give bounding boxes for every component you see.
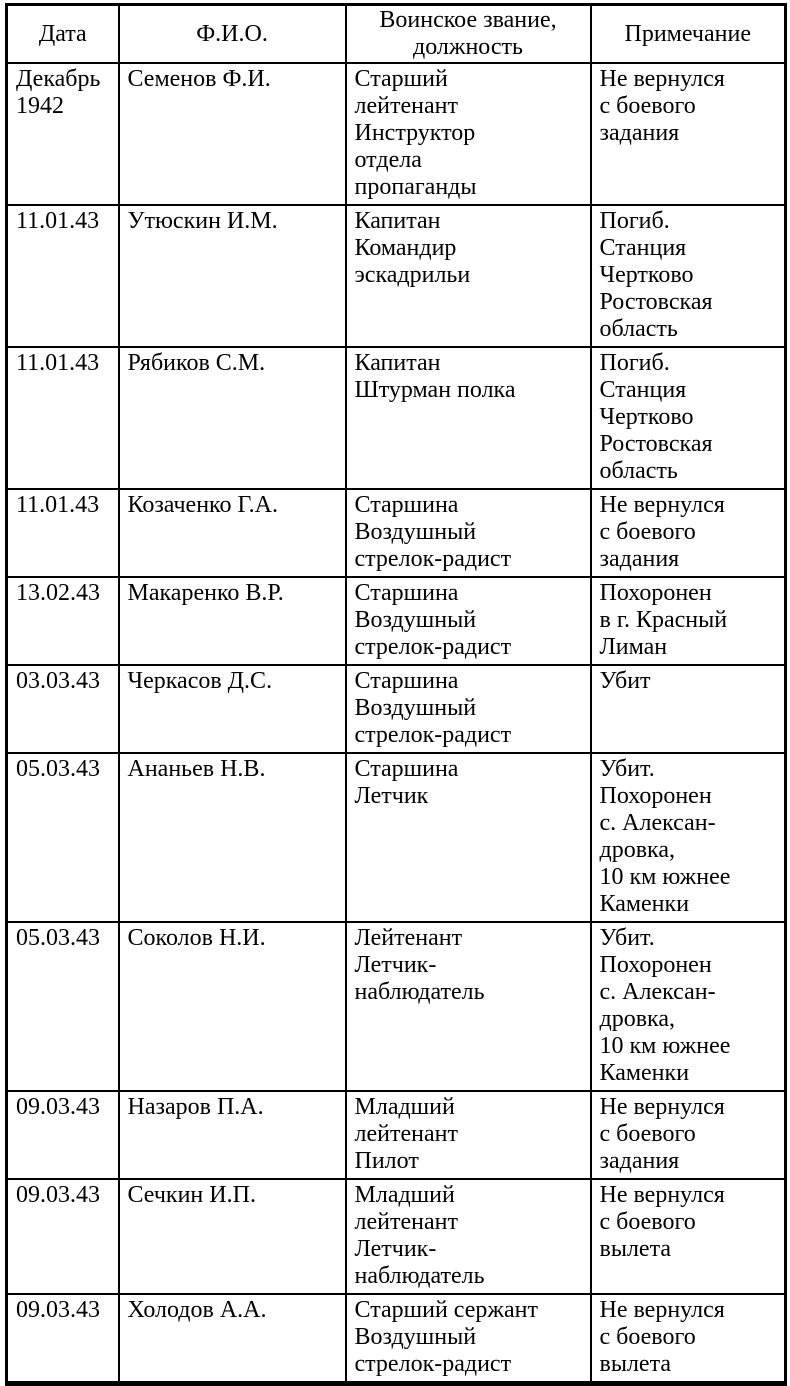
cell-date: 09.03.43 — [5, 1090, 120, 1180]
cell-rank: Старшина Воздушный стрелок-радист — [344, 576, 592, 666]
cell-note: Не вернулся с боевого задания — [589, 62, 787, 206]
column-header-name: Ф.И.О. — [117, 3, 347, 64]
table-row: 05.03.43 Соколов Н.И. Лейтенант Летчик- … — [5, 921, 787, 1092]
cell-date: 11.01.43 — [5, 346, 120, 490]
cell-name: Козаченко Г.А. — [117, 488, 347, 578]
cell-name: Ананьев Н.В. — [117, 752, 347, 923]
cell-rank: Младший лейтенант Пилот — [344, 1090, 592, 1180]
cell-rank: Младший лейтенант Летчик- наблюдатель — [344, 1178, 592, 1295]
cell-name: Утюскин И.М. — [117, 204, 347, 348]
table-row: 03.03.43 Черкасов Д.С. Старшина Воздушны… — [5, 664, 787, 754]
cell-rank: Лейтенант Летчик- наблюдатель — [344, 921, 592, 1092]
cell-date: 09.03.43 — [5, 1178, 120, 1295]
cell-date: Декабрь 1942 — [5, 62, 120, 206]
cell-date: 05.03.43 — [5, 921, 120, 1092]
cell-name: Назаров П.А. — [117, 1090, 347, 1180]
cell-name: Семенов Ф.И. — [117, 62, 347, 206]
cell-note: Похоронен в г. Красный Лиман — [589, 576, 787, 666]
cell-date: 11.01.43 — [5, 488, 120, 578]
table-row: 09.03.43 Холодов А.А. Старший сержант Во… — [5, 1293, 787, 1385]
column-header-date: Дата — [5, 3, 120, 64]
cell-name: Рябиков С.М. — [117, 346, 347, 490]
cell-date: 03.03.43 — [5, 664, 120, 754]
table-row: 05.03.43 Ананьев Н.В. Старшина Летчик Уб… — [5, 752, 787, 923]
cell-date: 05.03.43 — [5, 752, 120, 923]
cell-name: Сечкин И.П. — [117, 1178, 347, 1295]
column-header-note: Примечание — [589, 3, 787, 64]
table-row: 13.02.43 Макаренко В.Р. Старшина Воздушн… — [5, 576, 787, 666]
cell-note: Не вернулся с боевого задания — [589, 488, 787, 578]
cell-name: Соколов Н.И. — [117, 921, 347, 1092]
cell-note: Убит. Похоронен с. Алексан- дровка, 10 к… — [589, 921, 787, 1092]
cell-rank: Старший лейтенант Инструктор отдела проп… — [344, 62, 592, 206]
cell-note: Погиб. Станция Чертково Ростовская облас… — [589, 204, 787, 348]
table-row: 09.03.43 Назаров П.А. Младший лейтенант … — [5, 1090, 787, 1180]
cell-date: 09.03.43 — [5, 1293, 120, 1385]
table-row: Декабрь 1942 Семенов Ф.И. Старший лейтен… — [5, 62, 787, 206]
cell-note: Не вернулся с боевого вылета — [589, 1293, 787, 1385]
column-header-rank: Воинское звание, должность — [344, 3, 592, 64]
cell-note: Не вернулся с боевого вылета — [589, 1178, 787, 1295]
cell-date: 11.01.43 — [5, 204, 120, 348]
cell-note: Погиб. Станция Чертково Ростовская облас… — [589, 346, 787, 490]
header-row: Дата Ф.И.О. Воинское звание, должность П… — [5, 3, 787, 64]
cell-rank: Старшина Летчик — [344, 752, 592, 923]
cell-note: Убит. Похоронен с. Алексан- дровка, 10 к… — [589, 752, 787, 923]
cell-rank: Старший сержант Воздушный стрелок-радист — [344, 1293, 592, 1385]
cell-date: 13.02.43 — [5, 576, 120, 666]
cell-note: Не вернулся с боевого задания — [589, 1090, 787, 1180]
table-row: 11.01.43 Козаченко Г.А. Старшина Воздушн… — [5, 488, 787, 578]
cell-rank: Капитан Штурман полка — [344, 346, 592, 490]
cell-note: Убит — [589, 664, 787, 754]
cell-rank: Старшина Воздушный стрелок-радист — [344, 488, 592, 578]
cell-name: Макаренко В.Р. — [117, 576, 347, 666]
casualties-table: Дата Ф.И.О. Воинское звание, должность П… — [5, 3, 787, 1386]
table-row: 09.03.43 Сечкин И.П. Младший лейтенант Л… — [5, 1178, 787, 1295]
cell-rank: Старшина Воздушный стрелок-радист — [344, 664, 592, 754]
cell-name: Холодов А.А. — [117, 1293, 347, 1385]
cell-rank: Капитан Командир эскадрильи — [344, 204, 592, 348]
table-row: 11.01.43 Рябиков С.М. Капитан Штурман по… — [5, 346, 787, 490]
table-row: 11.01.43 Утюскин И.М. Капитан Командир э… — [5, 204, 787, 348]
cell-name: Черкасов Д.С. — [117, 664, 347, 754]
